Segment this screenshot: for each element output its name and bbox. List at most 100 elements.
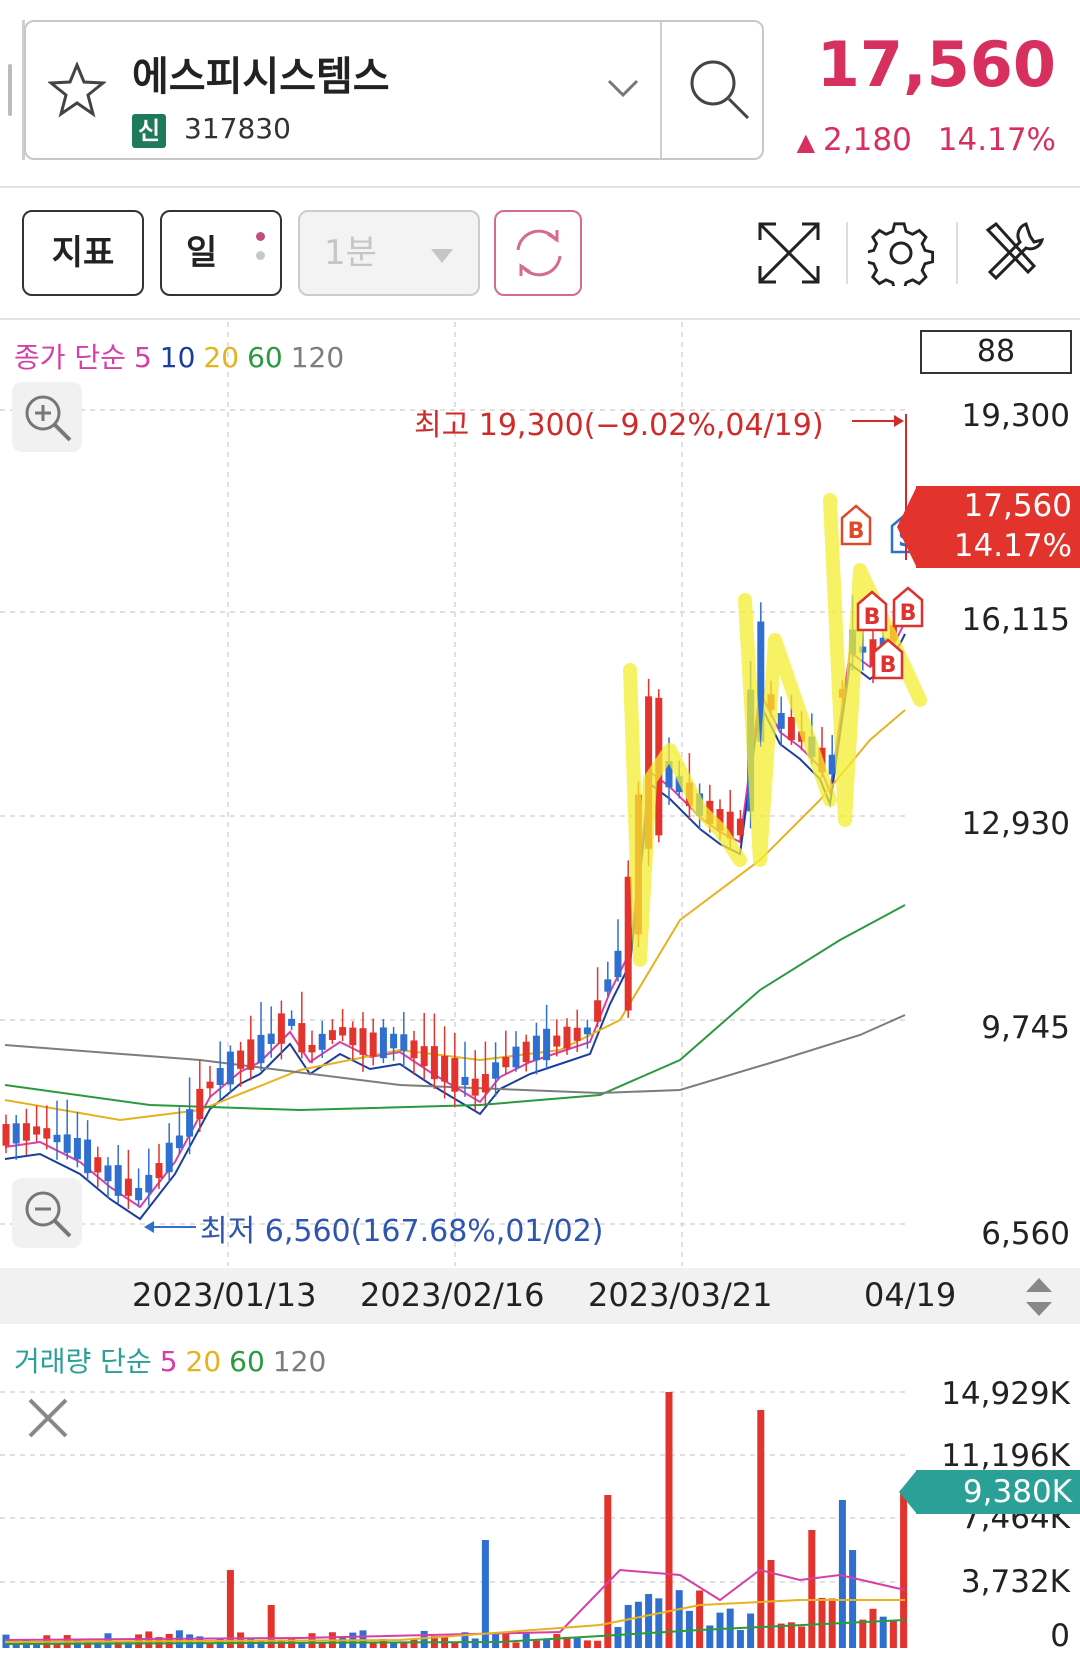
volume-bar (298, 1643, 306, 1648)
highlight-stroke (623, 663, 747, 967)
price-tag-value: 17,560 (963, 488, 1072, 524)
trade-marker-label: B (880, 653, 897, 678)
zoom-in-button[interactable] (12, 382, 82, 452)
candle-count-box[interactable]: 88 (920, 330, 1072, 374)
date-label-3: 04/19 (864, 1276, 957, 1314)
price-legend[interactable]: 종가 단순 5 10 20 60 120 (14, 336, 352, 376)
candle-body (104, 1165, 112, 1182)
close-icon[interactable] (26, 1396, 70, 1440)
candle-body (339, 1027, 347, 1036)
volume-bar (33, 1643, 41, 1648)
scroll-arrows-icon[interactable] (1022, 1274, 1056, 1320)
volume-bar (573, 1636, 581, 1648)
volume-bar (206, 1643, 214, 1648)
indicator-button[interactable]: 지표 (22, 210, 144, 296)
date-axis[interactable]: 2023/01/13 2023/02/16 2023/03/21 04/19 (0, 1268, 1080, 1324)
volume-bar (583, 1640, 591, 1648)
candle-body (33, 1126, 41, 1135)
candle-body (277, 1013, 285, 1044)
candle-body (175, 1135, 183, 1149)
y-label-3: 9,745 (981, 1010, 1070, 1046)
volume-bar (553, 1633, 561, 1648)
side-panel-handle[interactable] (0, 20, 25, 160)
volume-bar (359, 1630, 367, 1648)
vol-y-label-0: 14,929K (941, 1376, 1070, 1412)
candle-body (430, 1046, 438, 1080)
volume-bar (400, 1641, 408, 1648)
volume-bar (614, 1626, 622, 1648)
vol-ma60-line (4, 1619, 906, 1645)
volume-bar (390, 1642, 398, 1648)
current-price: 17,560 (816, 28, 1056, 101)
volume-bar (838, 1500, 846, 1648)
candle-body (859, 646, 867, 653)
legend-ma10: 10 (159, 341, 196, 374)
candle-body (53, 1134, 61, 1143)
refresh-icon (516, 229, 562, 277)
volume-bar (420, 1630, 428, 1648)
chevron-down-icon[interactable] (606, 76, 640, 100)
expand-icon[interactable] (756, 220, 822, 286)
period-button[interactable]: 일 (160, 210, 282, 296)
volume-bar (859, 1619, 867, 1648)
candle-body (624, 876, 632, 1011)
volume-bar (12, 1643, 20, 1648)
star-icon[interactable] (48, 62, 106, 118)
volume-bar (787, 1622, 795, 1648)
candle-body (63, 1134, 71, 1153)
candle-body (145, 1174, 153, 1193)
volume-bar (634, 1601, 642, 1648)
volume-bar (685, 1610, 693, 1648)
zoom-out-button[interactable] (12, 1178, 82, 1248)
candle-body (247, 1039, 255, 1070)
volume-bar (879, 1616, 887, 1648)
volume-bar (624, 1604, 632, 1648)
candle-body (563, 1026, 571, 1049)
candle-body (73, 1137, 81, 1160)
volume-bar (594, 1640, 602, 1648)
candle-body (481, 1074, 489, 1093)
volume-bar (777, 1623, 785, 1648)
tools-icon[interactable] (982, 220, 1044, 286)
candle-body (288, 1018, 296, 1026)
volume-bar (481, 1540, 489, 1648)
highlight-stroke (823, 493, 927, 827)
volume-bar (267, 1605, 275, 1648)
volume-bar (471, 1638, 479, 1648)
volume-bar (379, 1638, 387, 1648)
volume-chart[interactable] (0, 1324, 1080, 1648)
vol-legend-ma20: 20 (185, 1345, 222, 1378)
candle-body (94, 1157, 102, 1173)
period-label: 일 (186, 233, 218, 273)
interval-label: 1분 (324, 233, 377, 273)
candle-body (461, 1076, 469, 1086)
price-chart[interactable]: BBBBS (0, 320, 1080, 1268)
candle-body (379, 1027, 387, 1059)
date-label-1: 2023/02/16 (360, 1276, 545, 1314)
interval-select[interactable]: 1분 (298, 210, 480, 296)
search-icon[interactable] (686, 56, 752, 122)
volume-bar (808, 1530, 816, 1648)
vol-legend-prefix: 거래량 단순 (14, 1345, 152, 1378)
date-label-2: 2023/03/21 (588, 1276, 773, 1314)
vol-ma20-line (4, 1599, 905, 1643)
volume-tag: 9,380K (899, 1470, 1080, 1514)
refresh-button[interactable] (494, 210, 582, 296)
candle-body (757, 621, 765, 742)
high-price-note: 최고 19,300(−9.02%,04/19) (414, 408, 824, 443)
volume-bar (798, 1626, 806, 1648)
volume-bar (196, 1636, 204, 1648)
stock-selector[interactable]: 에스피시스템스 신 317830 (24, 20, 764, 160)
volume-bar (53, 1643, 61, 1648)
trade-marker-label: B (848, 519, 865, 544)
vol-legend-ma5: 5 (159, 1345, 178, 1378)
candle-body (135, 1187, 143, 1201)
candle-body (543, 1028, 551, 1061)
volume-bar (716, 1612, 724, 1648)
candle-body (736, 818, 744, 836)
gear-icon[interactable] (868, 220, 934, 286)
volume-legend[interactable]: 거래량 단순 5 20 60 120 (14, 1340, 334, 1380)
y-label-0: 19,300 (961, 398, 1070, 434)
volume-bar (461, 1632, 469, 1648)
candle-body (410, 1040, 418, 1059)
